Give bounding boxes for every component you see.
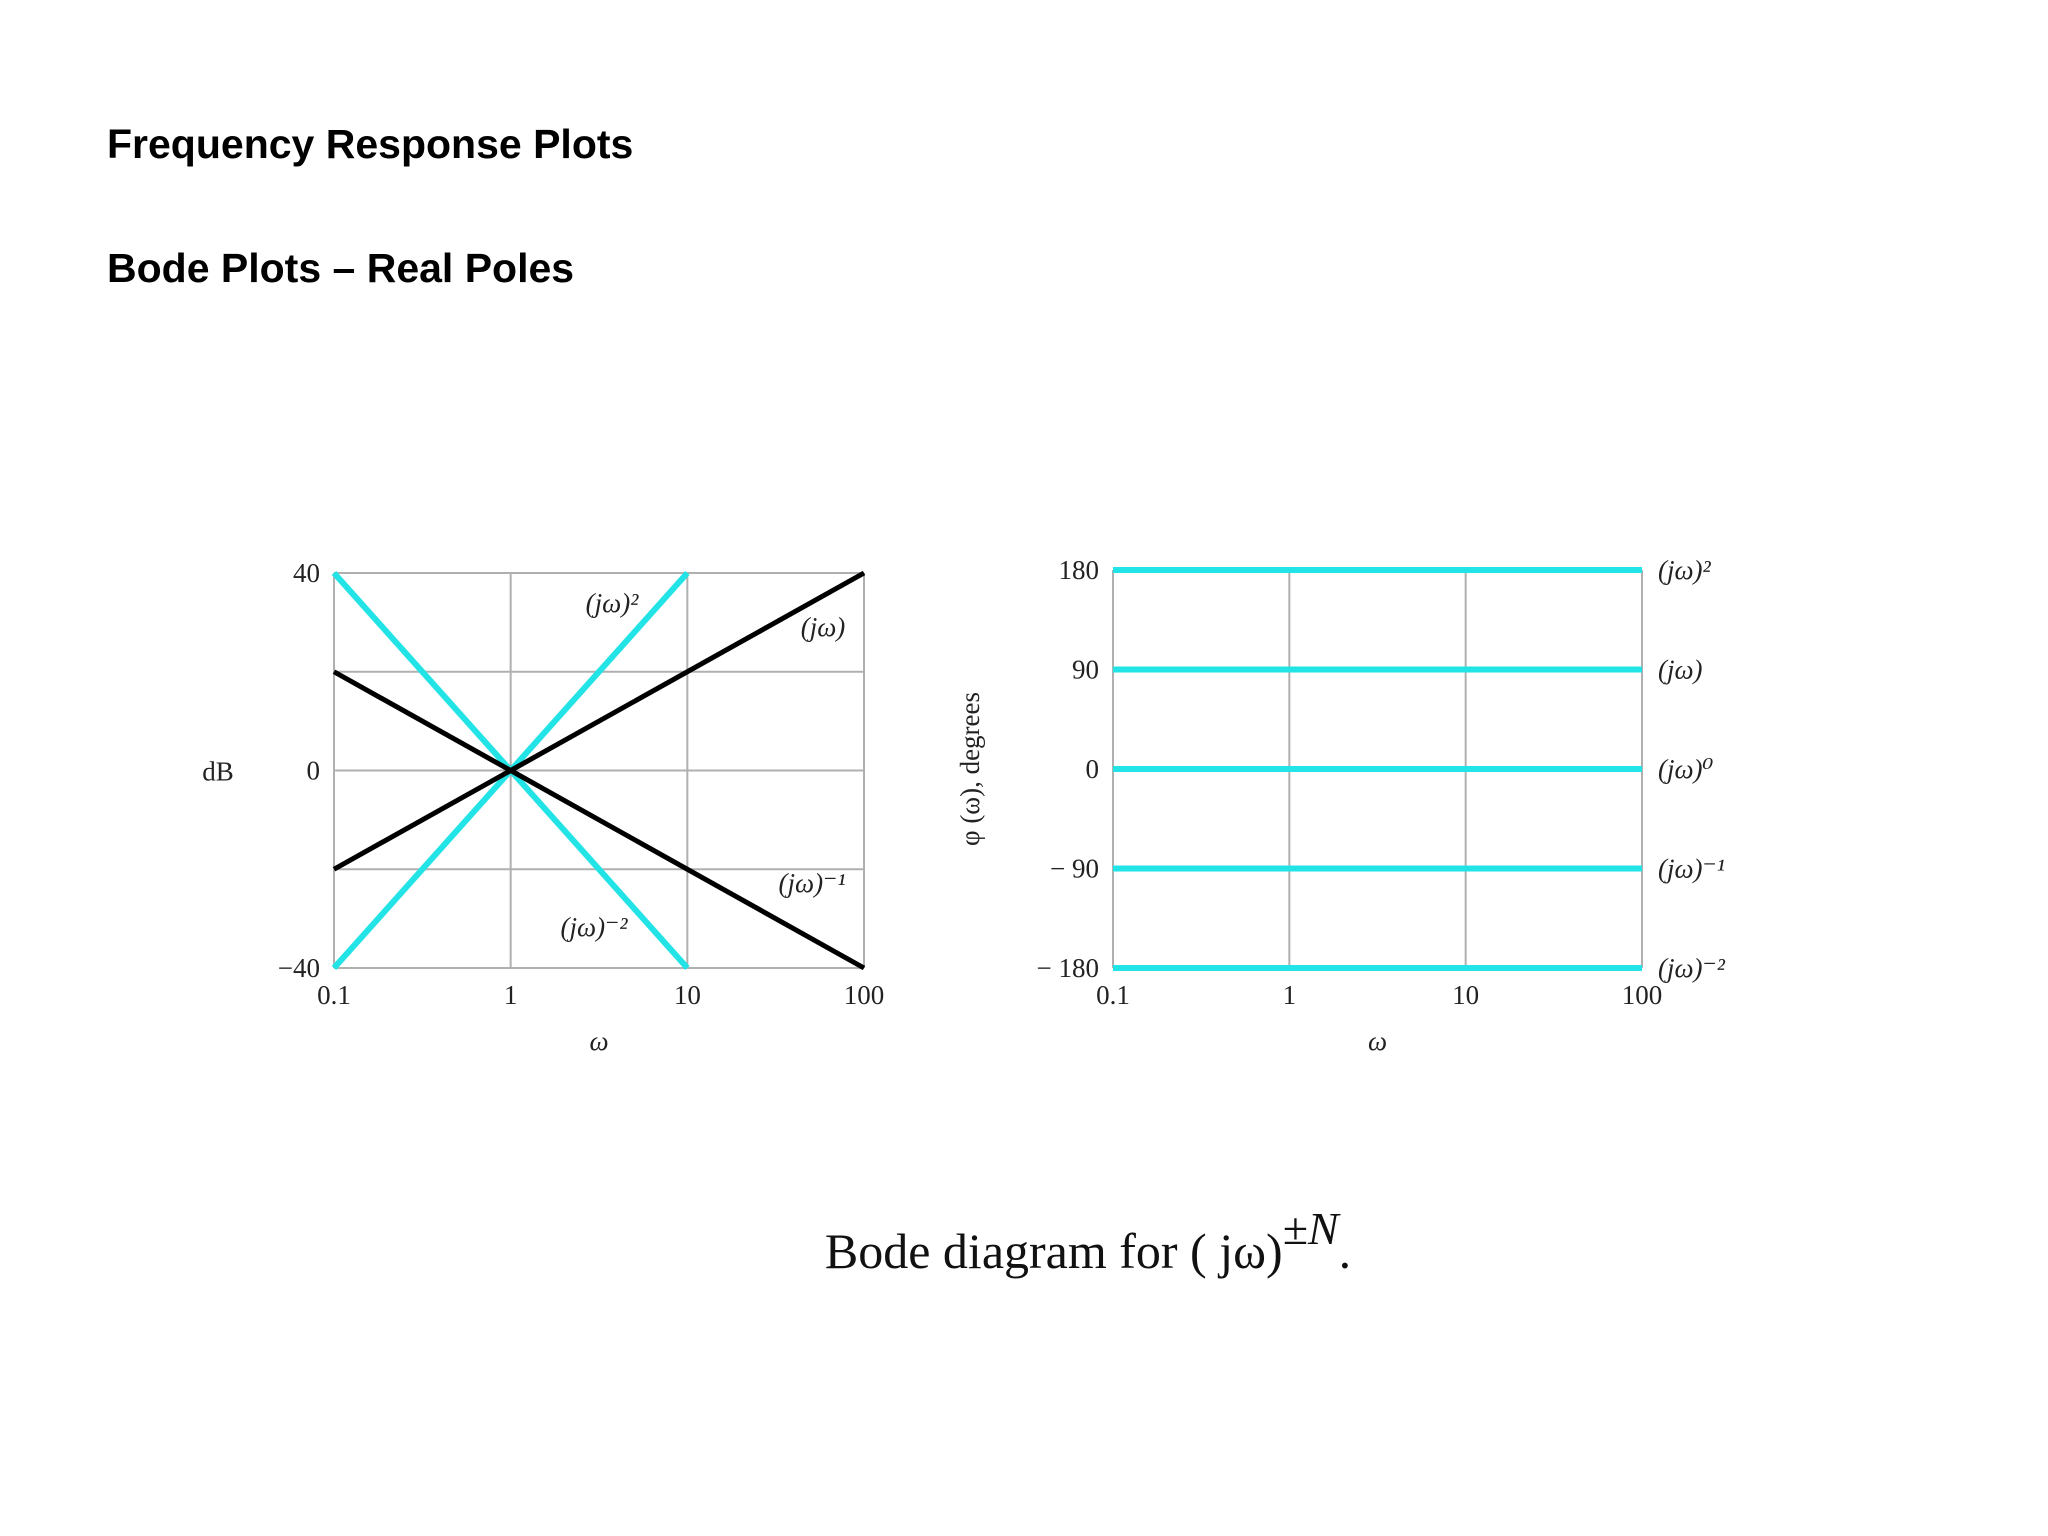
figure-caption: Bode diagram for ( jω)±N.: [825, 1203, 1351, 1279]
section-title: Bode Plots – Real Poles: [107, 245, 575, 291]
series-label-3: (jω)⁻¹: [779, 868, 846, 898]
caption-superscript: ±N: [1283, 1203, 1341, 1254]
y-tick-label-40: −40: [278, 953, 320, 983]
y-tick-label-180: − 180: [1037, 953, 1099, 983]
series-line-j-3: [332, 669, 866, 971]
series-label-1: (jω): [1658, 655, 1703, 685]
phase-plot: 0.1 1 10 100 180 90 0 − 90 − 180 ω φ (ω), degrees (…: [955, 555, 1726, 1056]
x-tick-label-10: 10: [674, 980, 701, 1010]
series-label-3: (jω)⁻¹: [1658, 854, 1725, 884]
y-axis-label: φ (ω), degrees: [955, 692, 985, 846]
series-label-2: (jω): [801, 612, 846, 642]
y-tick-label-90: − 90: [1050, 854, 1099, 884]
y-tick-label-0: 0: [307, 756, 321, 786]
y-tick-label-0: 0: [1086, 754, 1100, 784]
y-tick-label-90: 90: [1072, 655, 1099, 685]
x-tick-label-1: 1: [504, 980, 518, 1010]
x-axis-label: ω: [1368, 1026, 1387, 1056]
series-label-4: (jω)⁻²: [1658, 953, 1726, 983]
x-tick-label-100: 100: [1622, 980, 1663, 1010]
x-tick-label-1: 1: [1283, 980, 1297, 1010]
y-tick-label-180: 180: [1059, 555, 1100, 585]
x-tick-label-0-1: 0.1: [317, 980, 351, 1010]
series-label-2: (jω)⁰: [1658, 754, 1714, 784]
caption-text: Bode diagram for ( jω): [825, 1223, 1283, 1279]
page-title: Frequency Response Plots: [107, 121, 634, 167]
series-line-j-2: [332, 570, 866, 872]
y-tick-label-40: 40: [293, 558, 320, 588]
y-axis-label: dB: [202, 757, 234, 787]
series-label-0: (jω)²: [586, 588, 640, 618]
x-tick-label-100: 100: [844, 980, 885, 1010]
caption-suffix: .: [1339, 1223, 1352, 1279]
series-label-0: (jω)²: [1658, 555, 1712, 585]
magnitude-plot: 0.1 1 10 100 40 0 −40 ω dB (jω)² (jω)⁻² (jω) (jω)⁻¹: [202, 558, 884, 1056]
x-axis-label: ω: [589, 1026, 608, 1056]
x-tick-label-10: 10: [1452, 980, 1479, 1010]
series-label-1: (jω)⁻²: [561, 912, 629, 942]
x-tick-label-0-1: 0.1: [1096, 980, 1130, 1010]
